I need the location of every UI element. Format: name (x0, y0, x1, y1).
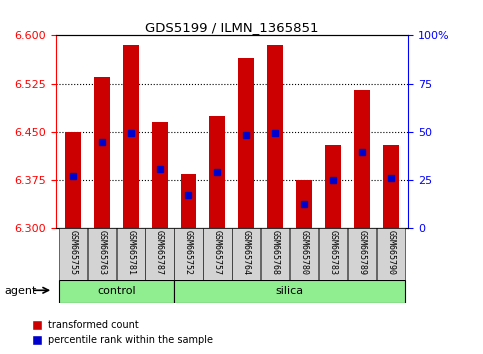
Bar (145, 228, 174, 280)
Legend: transformed count, percentile rank within the sample: transformed count, percentile rank withi… (29, 316, 217, 349)
Bar (65, 132, 81, 228)
Bar (59, 280, 174, 303)
Bar (116, 228, 145, 280)
Bar (59, 228, 87, 280)
Text: GSM665789: GSM665789 (357, 230, 367, 275)
Bar (296, 180, 312, 228)
Bar (325, 145, 341, 228)
Text: GSM665755: GSM665755 (69, 230, 77, 275)
Bar (203, 228, 231, 280)
Bar (348, 228, 376, 280)
Text: GSM665764: GSM665764 (242, 230, 251, 275)
Bar (232, 228, 260, 280)
Bar (210, 116, 226, 228)
Title: GDS5199 / ILMN_1365851: GDS5199 / ILMN_1365851 (145, 21, 319, 34)
Text: GSM665787: GSM665787 (155, 230, 164, 275)
Bar (267, 45, 283, 228)
Bar (87, 228, 116, 280)
Text: GSM665780: GSM665780 (299, 230, 309, 275)
Bar (174, 228, 203, 280)
Text: agent: agent (5, 286, 37, 296)
Bar (94, 77, 110, 228)
Text: GSM665752: GSM665752 (184, 230, 193, 275)
Bar (383, 145, 399, 228)
Text: GSM665763: GSM665763 (97, 230, 106, 275)
Bar (354, 90, 370, 228)
Bar (261, 228, 289, 280)
Text: GSM665781: GSM665781 (126, 230, 135, 275)
Text: GSM665768: GSM665768 (270, 230, 280, 275)
Bar (152, 122, 168, 228)
Bar (238, 58, 254, 228)
Text: GSM665757: GSM665757 (213, 230, 222, 275)
Text: GSM665790: GSM665790 (386, 230, 395, 275)
Text: silica: silica (276, 286, 304, 296)
Bar (181, 174, 197, 228)
Bar (290, 228, 318, 280)
Bar (377, 228, 405, 280)
Bar (174, 280, 405, 303)
Bar (123, 45, 139, 228)
Bar (319, 228, 347, 280)
Text: control: control (97, 286, 136, 296)
Text: GSM665783: GSM665783 (328, 230, 338, 275)
